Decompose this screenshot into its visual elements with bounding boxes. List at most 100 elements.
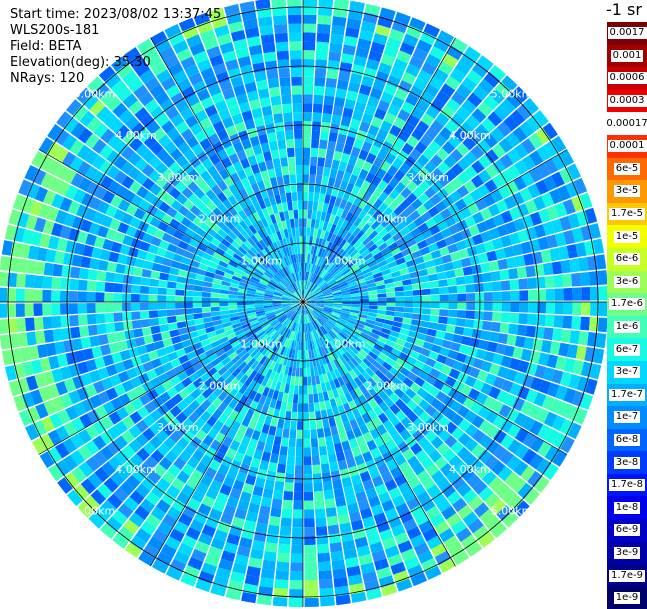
ray-gate (277, 249, 284, 259)
ray-gate (105, 322, 116, 334)
ray-gate (186, 325, 197, 333)
ray-gate (110, 194, 123, 208)
ray-gate (148, 169, 162, 183)
ray-gate (394, 532, 410, 545)
ray-gate (368, 336, 378, 344)
ray-gate (198, 532, 213, 546)
ray-gate (597, 270, 608, 285)
ray-gate (349, 118, 361, 130)
ray-gate (16, 273, 26, 288)
ray-gate (411, 283, 422, 290)
ray-gate (306, 262, 309, 272)
ray-gate (372, 475, 384, 488)
ray-gate (156, 69, 172, 84)
ray-gate (317, 365, 323, 376)
ray-gate (235, 371, 245, 381)
ray-gate (35, 403, 49, 419)
ray-gate (303, 482, 313, 492)
ray-gate (335, 259, 344, 268)
ray-gate (393, 316, 404, 323)
ray-gate (293, 313, 298, 322)
colorbar-label: 1e-8 (613, 501, 641, 514)
ray-gate (348, 284, 359, 290)
ray-gate (333, 303, 343, 306)
ray-gate (230, 339, 241, 348)
ray-gate (311, 210, 317, 220)
ray-gate (284, 289, 293, 295)
ray-gate (528, 302, 538, 313)
ray-gate (141, 163, 155, 177)
ray-gate (291, 227, 296, 237)
ray-gate (308, 282, 313, 291)
ray-gate (278, 259, 285, 268)
ray-gate (555, 385, 568, 401)
ray-gate (281, 279, 289, 287)
ray-gate (339, 468, 350, 479)
ray-gate (276, 130, 286, 141)
ray-gate (96, 323, 107, 335)
colorbar-label: 0.0001 (607, 140, 647, 153)
ray-gate (301, 271, 303, 281)
ray-gate (390, 246, 401, 256)
ray-gate (499, 269, 510, 281)
ray-gate (409, 210, 421, 221)
ray-gate (216, 264, 227, 272)
ray-gate (287, 366, 293, 376)
ray-gate (172, 134, 186, 148)
ray-gate (279, 281, 287, 289)
ray-gate (394, 88, 409, 101)
ray-gate (323, 427, 332, 437)
ray-gate (127, 77, 144, 93)
ray-gate (501, 302, 511, 312)
ray-gate (437, 60, 454, 76)
ray-gate (393, 169, 406, 182)
ray-gate (272, 275, 281, 283)
ray-gate (551, 153, 567, 171)
ray-gate (264, 306, 274, 311)
ray-gate (288, 597, 303, 607)
ray-gate (420, 456, 434, 470)
ray-gate (215, 71, 230, 84)
ray-gate (340, 413, 349, 424)
ray-gate (424, 335, 436, 344)
ray-gate (239, 537, 253, 549)
ray-gate (276, 335, 284, 344)
ray-gate (365, 256, 376, 265)
ray-gate (312, 384, 318, 394)
ray-gate (283, 228, 289, 239)
ray-gate (475, 243, 487, 255)
ray-gate (42, 289, 52, 302)
ray-gate (306, 298, 316, 302)
ray-gate (452, 259, 463, 270)
ray-gate (261, 275, 270, 283)
ray-gate (92, 211, 105, 225)
ray-gate (501, 75, 518, 92)
ray-gate (303, 456, 312, 466)
ray-gate (237, 55, 252, 68)
ray-gate (102, 354, 114, 367)
ray-gate (265, 269, 274, 278)
ray-gate (290, 340, 295, 350)
ray-gate (108, 251, 120, 263)
ray-gate (333, 368, 341, 379)
ray-gate (164, 450, 178, 464)
ray-gate (86, 291, 96, 302)
ray-gate (257, 514, 270, 525)
ray-gate (128, 180, 142, 194)
ray-gate (295, 341, 299, 350)
ray-gate (391, 96, 405, 109)
ray-gate (156, 416, 169, 430)
ray-gate (55, 425, 70, 442)
ray-gate (290, 302, 300, 306)
ray-gate (304, 332, 308, 342)
ray-gate (295, 165, 303, 175)
ray-gate (279, 382, 286, 393)
ray-gate (310, 218, 316, 228)
ray-gate (412, 313, 422, 320)
ray-gate (70, 433, 85, 449)
ray-gate (368, 243, 378, 253)
ray-gate (233, 191, 243, 203)
ray-gate (376, 284, 386, 290)
ray-gate (310, 156, 318, 166)
ray-gate (268, 316, 277, 322)
